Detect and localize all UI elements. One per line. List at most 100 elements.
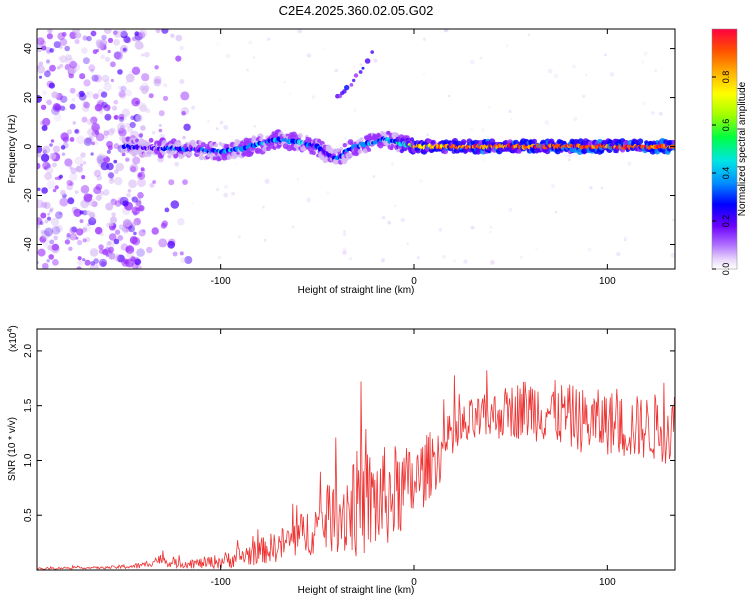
noise-point xyxy=(46,216,52,221)
noise-point xyxy=(37,162,41,170)
snr-y-tick-label: 1.5 xyxy=(23,398,34,412)
noise-point xyxy=(158,128,163,133)
noise-point xyxy=(133,35,141,43)
noise-point xyxy=(98,258,108,267)
noise-point xyxy=(132,156,141,165)
noise-point xyxy=(553,73,559,79)
noise-point xyxy=(66,179,73,186)
ridge-envelope-point xyxy=(531,138,538,144)
noise-point xyxy=(46,180,56,190)
noise-point xyxy=(172,251,178,257)
noise-point xyxy=(306,197,311,203)
noise-point xyxy=(43,166,48,170)
noise-point xyxy=(101,74,110,83)
noise-point xyxy=(120,125,125,130)
noise-point xyxy=(54,176,59,181)
noise-point xyxy=(44,172,52,181)
noise-point xyxy=(438,228,443,232)
noise-point xyxy=(145,108,151,114)
noise-point xyxy=(164,207,170,213)
noise-point xyxy=(291,225,295,229)
noise-point xyxy=(264,178,270,184)
noise-point xyxy=(50,139,55,143)
snr-x-tick-label: -100 xyxy=(211,577,231,588)
noise-point xyxy=(76,239,83,246)
noise-point xyxy=(41,230,51,239)
noise-point xyxy=(311,95,316,100)
noise-point xyxy=(58,212,63,216)
noise-point xyxy=(82,101,90,108)
noise-point xyxy=(52,188,57,193)
noise-point xyxy=(348,257,352,261)
noise-point xyxy=(84,259,91,266)
noise-point xyxy=(262,205,265,209)
noise-point xyxy=(488,106,491,109)
noise-point xyxy=(51,91,59,99)
noise-point xyxy=(153,78,162,87)
noise-point xyxy=(117,122,126,132)
noise-point xyxy=(138,31,146,39)
noise-point xyxy=(85,90,94,99)
noise-point xyxy=(118,90,126,98)
noise-point xyxy=(252,56,256,59)
noise-point xyxy=(85,210,92,216)
noise-point xyxy=(158,238,168,248)
noise-point xyxy=(422,73,426,76)
noise-point xyxy=(140,168,146,173)
noise-point xyxy=(83,193,93,202)
noise-point xyxy=(134,31,140,37)
noise-point xyxy=(442,254,446,259)
noise-point xyxy=(101,101,108,109)
noise-point xyxy=(128,70,132,74)
noise-point xyxy=(120,245,125,250)
noise-point xyxy=(48,82,56,89)
noise-point xyxy=(372,175,376,178)
noise-point xyxy=(70,167,77,174)
noise-point xyxy=(44,70,51,78)
noise-point xyxy=(40,230,47,238)
noise-point xyxy=(40,212,47,219)
noise-point xyxy=(128,179,138,189)
ridge-envelope-point xyxy=(637,138,644,145)
noise-point xyxy=(121,152,126,157)
noise-point xyxy=(131,66,141,76)
noise-point xyxy=(582,94,586,99)
noise-point xyxy=(67,197,75,205)
noise-point xyxy=(90,30,97,37)
noise-point xyxy=(105,202,114,211)
noise-point xyxy=(443,29,448,33)
noise-point xyxy=(44,227,54,237)
noise-point xyxy=(42,90,48,96)
noise-point xyxy=(137,178,146,188)
noise-point xyxy=(64,45,70,52)
noise-point xyxy=(78,90,85,97)
noise-point xyxy=(114,176,123,186)
noise-point xyxy=(73,208,82,217)
snr-y-tick-label: 2.0 xyxy=(23,344,34,358)
noise-point xyxy=(134,258,142,266)
noise-point xyxy=(129,121,136,129)
noise-point xyxy=(325,190,330,195)
noise-point xyxy=(140,44,145,49)
noise-point xyxy=(94,74,102,83)
noise-point xyxy=(182,135,186,140)
noise-point xyxy=(550,184,555,189)
spectrogram-y-tick-label: -20 xyxy=(23,188,34,203)
noise-point xyxy=(155,29,161,34)
noise-point xyxy=(322,47,325,50)
spectrogram-panel: -100 0 100 -40 -20 0 20 40 Height of straight … xyxy=(7,28,676,296)
noise-point xyxy=(102,189,110,196)
ridge-envelope-point xyxy=(200,142,206,148)
noise-point xyxy=(125,73,135,83)
noise-point xyxy=(90,152,94,156)
noise-point xyxy=(649,134,652,138)
noise-point xyxy=(59,55,68,63)
noise-point xyxy=(54,185,59,190)
noise-point xyxy=(115,254,124,263)
noise-point xyxy=(45,59,51,64)
noise-point xyxy=(138,229,146,237)
secondary-trace-point xyxy=(364,58,371,64)
noise-point xyxy=(132,221,137,227)
noise-point xyxy=(489,225,493,229)
noise-point xyxy=(119,92,127,100)
